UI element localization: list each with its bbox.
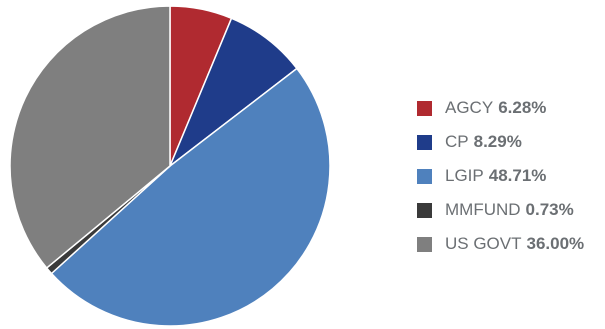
legend-value-mmfund: 0.73% (525, 200, 574, 219)
legend-item-us-govt: US GOVT 36.00% (417, 227, 584, 261)
legend-label-agcy: AGCY (445, 98, 494, 117)
legend-value-us-govt: 36.00% (526, 234, 585, 253)
legend-value-cp: 8.29% (473, 132, 522, 151)
pie-slice-lgip (50, 67, 331, 327)
legend-item-mmfund: MMFUND 0.73% (417, 193, 584, 227)
legend-item-agcy: AGCY 6.28% (417, 91, 584, 125)
legend-value-agcy: 6.28% (498, 98, 547, 117)
legend-swatch-agcy (417, 100, 432, 116)
legend-label-cp: CP (445, 132, 469, 151)
legend-swatch-mmfund (417, 202, 432, 218)
legend-swatch-lgip (417, 168, 432, 184)
legend-swatch-us-govt (417, 236, 432, 252)
legend-label-lgip: LGIP (445, 166, 484, 185)
pie-slice-us-govt (9, 5, 171, 269)
legend-value-lgip: 48.71% (488, 166, 547, 185)
legend-item-cp: CP 8.29% (417, 125, 584, 159)
legend-label-us-govt: US GOVT (445, 234, 522, 253)
legend-item-lgip: LGIP 48.71% (417, 159, 584, 193)
chart-legend: AGCY 6.28% CP 8.29% LGIP 48.71% MMFUND 0.73%… (417, 91, 584, 261)
legend-label-mmfund: MMFUND (445, 200, 521, 219)
pie-slices (9, 5, 331, 327)
legend-swatch-cp (417, 134, 432, 150)
